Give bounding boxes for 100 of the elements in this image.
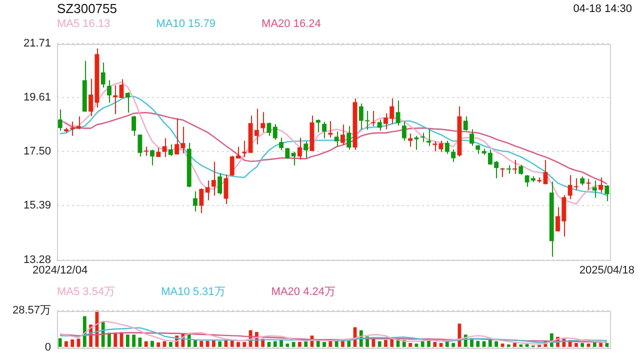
candlestick bbox=[316, 119, 320, 133]
bar bbox=[513, 343, 516, 347]
bar bbox=[605, 343, 609, 347]
bar bbox=[482, 341, 486, 347]
candlestick bbox=[205, 180, 210, 201]
candlestick bbox=[70, 121, 75, 136]
text: MA5 3.54万 bbox=[57, 284, 116, 298]
candlestick bbox=[279, 137, 284, 151]
candlestick bbox=[604, 184, 610, 202]
bar bbox=[592, 342, 596, 347]
bar bbox=[126, 334, 130, 347]
bar bbox=[476, 340, 480, 347]
bar bbox=[408, 343, 412, 347]
bar bbox=[574, 343, 578, 347]
candlestick bbox=[598, 176, 603, 194]
candlestick bbox=[125, 92, 130, 114]
bar bbox=[108, 332, 111, 347]
chart-title: SZ300755 bbox=[57, 1, 117, 16]
bar bbox=[138, 338, 142, 347]
candlestick bbox=[432, 140, 438, 152]
bar bbox=[242, 342, 246, 347]
bar bbox=[519, 344, 523, 347]
bar bbox=[384, 340, 388, 347]
bar bbox=[433, 342, 437, 347]
candlestick bbox=[592, 180, 597, 198]
candlestick bbox=[291, 151, 296, 166]
candlestick bbox=[168, 144, 173, 156]
bar bbox=[525, 344, 529, 347]
bar bbox=[200, 340, 204, 347]
y-tick-label: 15.39 bbox=[23, 200, 51, 212]
y-tick-label: 17.50 bbox=[23, 146, 51, 158]
candlestick bbox=[444, 140, 450, 154]
bar bbox=[580, 343, 584, 347]
candlestick bbox=[451, 149, 456, 162]
bar bbox=[156, 342, 160, 347]
candlestick bbox=[150, 149, 154, 166]
bar bbox=[488, 340, 492, 347]
bar bbox=[292, 342, 296, 347]
bar bbox=[494, 341, 498, 347]
candlestick bbox=[242, 140, 247, 158]
y-tick-label: 13.28 bbox=[23, 254, 51, 266]
bar bbox=[420, 341, 424, 347]
bar bbox=[218, 341, 222, 347]
bar bbox=[378, 341, 382, 347]
candlestick bbox=[260, 112, 266, 133]
candlestick bbox=[371, 110, 376, 127]
candlestick bbox=[518, 164, 524, 176]
text: MA10 5.31万 bbox=[161, 284, 226, 298]
bar bbox=[599, 343, 602, 347]
y-tick-label: 19.61 bbox=[23, 91, 51, 104]
candlestick bbox=[396, 100, 400, 126]
bar bbox=[273, 341, 277, 347]
y-tick-label: 21.71 bbox=[23, 38, 51, 50]
candlestick bbox=[132, 115, 136, 136]
bar bbox=[586, 344, 590, 347]
bar bbox=[162, 341, 166, 347]
candlestick bbox=[402, 121, 406, 142]
bar bbox=[414, 344, 418, 347]
bar bbox=[82, 316, 86, 347]
bar bbox=[500, 344, 504, 347]
text: MA5 16.13 bbox=[57, 18, 110, 30]
bar bbox=[194, 340, 197, 347]
candlestick bbox=[297, 137, 302, 160]
candlestick bbox=[58, 109, 62, 132]
y-tick-label: 28.57万 bbox=[12, 304, 51, 317]
bar bbox=[347, 340, 351, 347]
bar bbox=[298, 342, 302, 347]
candlestick bbox=[119, 78, 124, 98]
candlestick bbox=[322, 121, 326, 139]
text: MA20 4.24万 bbox=[271, 284, 336, 298]
candlestick bbox=[107, 80, 112, 104]
x-tick-label: 2025/04/18 bbox=[579, 264, 634, 276]
candlestick bbox=[340, 124, 345, 146]
bar bbox=[114, 333, 118, 347]
bar bbox=[286, 344, 290, 347]
text: MA20 16.24 bbox=[262, 18, 321, 30]
bar bbox=[70, 340, 74, 347]
bar bbox=[150, 340, 154, 347]
candlestick bbox=[346, 126, 352, 150]
bar bbox=[316, 340, 320, 347]
candlestick bbox=[408, 133, 413, 148]
text: 04-18 14:30 bbox=[573, 2, 632, 14]
candlestick bbox=[543, 160, 548, 185]
bar bbox=[236, 342, 240, 347]
candlestick bbox=[138, 134, 142, 157]
candlestick bbox=[463, 116, 468, 132]
candlestick bbox=[438, 140, 444, 152]
candlestick bbox=[470, 128, 474, 146]
x-tick-label: 2024/12/04 bbox=[32, 264, 88, 276]
candlestick bbox=[100, 62, 106, 88]
candlestick bbox=[512, 160, 517, 174]
bar bbox=[132, 334, 136, 347]
bar bbox=[334, 340, 338, 347]
candlestick bbox=[266, 122, 272, 136]
bar bbox=[304, 340, 308, 347]
candlestick bbox=[144, 146, 148, 156]
candlestick bbox=[162, 138, 167, 158]
candlestick bbox=[414, 135, 419, 150]
bar bbox=[168, 342, 172, 347]
bar bbox=[506, 344, 510, 347]
